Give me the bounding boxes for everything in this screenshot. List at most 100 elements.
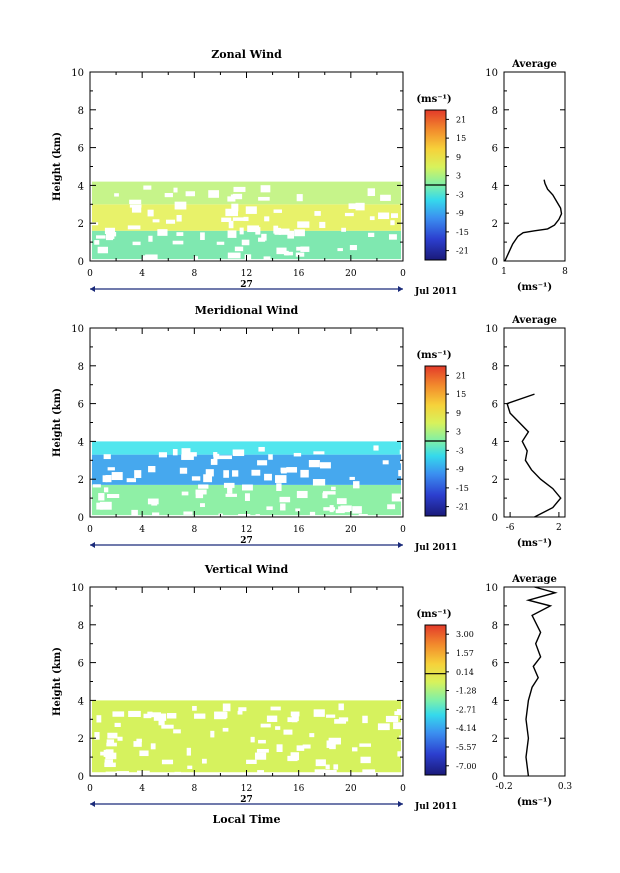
heatmap-gap [261,233,267,241]
average-x-tick-label: 1 [501,267,507,277]
average-frame [503,327,566,518]
heatmap-gap [340,505,352,512]
heatmap-gap [210,458,218,465]
heatmap-gap [260,185,271,193]
heatmap-gap [309,511,316,518]
heatmap-gap [280,229,286,234]
heatmap-gap [194,713,206,719]
heatmap-gap [333,764,339,770]
colorbar-tick-label: 1.57 [456,649,474,658]
heatmap-gap [257,460,268,466]
colorbar-tick-label: -1.28 [456,687,477,696]
x-axis-label: Local Time [213,813,281,826]
heatmap-gap [148,235,153,242]
colorbar-tick-label: 3 [456,428,461,437]
heatmap-gap [300,469,309,478]
heatmap-gap [112,711,125,717]
heatmap-gap [173,187,178,193]
heatmap-gap [291,715,298,723]
heatmap-gap [296,246,307,251]
heatmap-gap [200,232,205,240]
heatmap-gap [90,222,99,226]
heatmap-gap [360,756,371,764]
heatmap-gap [232,217,245,221]
heatmap-gap [313,451,325,455]
heatmap-gap [205,469,214,477]
heatmap-gap [337,248,343,252]
heatmap-gap [378,212,390,220]
average-y-tick-label: 0 [492,257,498,268]
colorbar-unit-label: (ms⁻¹) [416,609,451,620]
heatmap-gap [201,758,207,764]
heatmap-gap [382,460,389,465]
heatmap-gap [258,739,266,744]
heatmap-gap [380,194,391,201]
heatmap-gap [254,752,267,760]
heatmap-gap [94,240,100,245]
heatmap-gap [225,493,237,497]
heatmap-gap [349,245,357,251]
date-month-label: Jul 2011 [414,802,457,812]
average-y-tick-label: 2 [492,475,498,486]
heatmap-gap [393,722,404,730]
heatmap-gap [237,710,243,715]
heatmap-gap [245,206,257,214]
heatmap-gap [293,452,302,457]
x-tick-label: 16 [293,269,305,279]
heatmap-gap [214,711,227,720]
heatmap-gap [276,744,283,753]
heatmap-gap [296,194,303,202]
date-month-label: Jul 2011 [414,543,457,553]
heatmap-gap [255,514,260,518]
heatmap-gap [152,219,160,223]
y-tick-label: 4 [78,437,84,448]
y-tick-label: 8 [78,621,84,632]
colorbar-tick-label: 3.00 [456,630,474,639]
colorbar-tick-label: 9 [456,409,461,418]
heatmap-gap [258,237,266,242]
heatmap-gap [172,240,184,245]
heatmap-gap [208,190,220,198]
heatmap-gap [243,216,249,222]
heatmap-gap [264,216,270,222]
x-tick-label: 20 [345,269,357,279]
heatmap-gap [185,191,195,197]
heatmap-gap [222,703,231,712]
heatmap-gap [104,227,116,235]
average-y-tick-label: 6 [492,144,498,155]
panel-title: Zonal Wind [211,48,282,61]
x-tick-label: 0 [400,784,406,794]
heatmap-gap [308,460,320,468]
heatmap-gap [94,732,100,740]
colorbar-tick-label: -15 [456,228,469,237]
heatmap-gap [183,511,193,515]
colorbar-tick-label: -9 [456,465,464,474]
colorbar-tick-label: -2.71 [456,705,477,714]
heatmap-gap [362,769,376,775]
heatmap-gap [231,203,239,212]
heatmap-gap [322,492,328,499]
y-tick-label: 2 [78,734,84,745]
heatmap-gap [341,227,346,232]
heatmap-gap [186,747,191,756]
heatmap-band [92,181,401,205]
heatmap-gap [266,506,273,511]
average-y-tick-label: 2 [492,219,498,230]
y-tick-label: 0 [78,257,84,268]
heatmap-gap [348,203,358,210]
heatmap-gap [295,508,301,512]
heatmap-gap [238,707,247,712]
average-title: Average [511,574,557,585]
date-arrow-left [90,801,95,807]
heatmap-gap [165,219,176,224]
average-y-tick-label: 8 [492,106,498,117]
heatmap-gap [105,232,114,241]
y-tick-label: 4 [78,696,84,707]
heatmap-gap [258,196,270,201]
heatmap-gap [353,481,360,489]
heatmap-gap [247,225,260,233]
heatmap-gap [273,209,282,213]
y-axis-label: Height (km) [52,647,63,716]
average-x-label: (ms⁻¹) [517,797,552,808]
